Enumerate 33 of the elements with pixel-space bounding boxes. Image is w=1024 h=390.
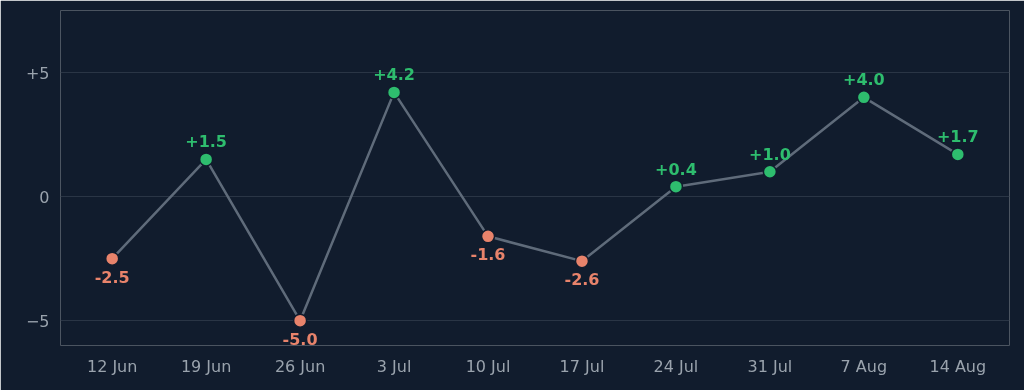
data-label: -1.6 (470, 245, 506, 265)
data-label: -2.6 (564, 270, 600, 290)
data-label: +1.5 (185, 132, 228, 152)
data-label: +4.0 (842, 70, 885, 90)
y-tick-label: +5 (25, 63, 50, 83)
data-label: +1.7 (936, 127, 979, 147)
point (762, 164, 778, 180)
x-tick-label: 10 Jul (465, 356, 511, 376)
point (574, 253, 590, 269)
x-tick-label: 14 Aug (929, 356, 987, 376)
point (104, 251, 120, 266)
y-tick-label: −5 (25, 311, 50, 331)
x-tick-label: 24 Jul (653, 356, 699, 376)
data-label: -2.5 (94, 267, 130, 287)
x-tick-label: 19 Jun (180, 356, 232, 376)
point (480, 229, 496, 244)
x-tick-label: 26 Jun (274, 356, 326, 376)
data-label: +0.4 (655, 159, 697, 179)
data-label: +1.0 (749, 144, 791, 164)
x-tick-label: 17 Jul (559, 356, 605, 376)
x-tick-label: 3 Jul (376, 356, 412, 376)
point (292, 313, 308, 328)
x-tick-label: 31 Jul (747, 356, 793, 376)
x-tick-label: 7 Aug (840, 356, 888, 376)
point (856, 90, 872, 105)
point (668, 179, 684, 194)
point (950, 147, 966, 162)
data-label: +4.2 (373, 65, 415, 85)
y-tick-label: 0 (39, 187, 50, 207)
data-label: -5.0 (282, 329, 318, 349)
point (386, 85, 402, 100)
point (198, 152, 214, 167)
x-tick-label: 12 Jun (86, 356, 138, 376)
